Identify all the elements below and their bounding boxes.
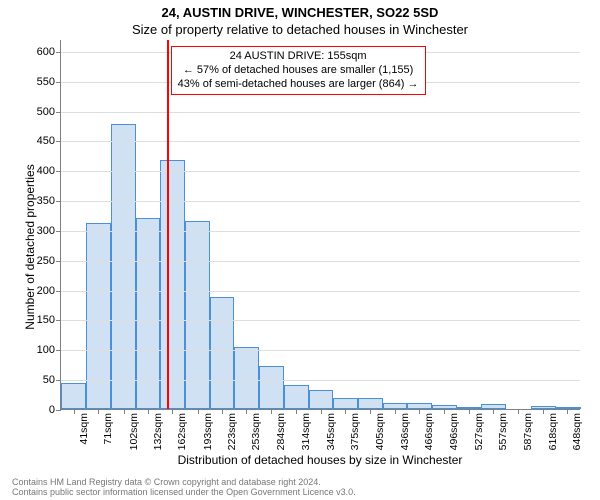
gridline [61, 261, 580, 262]
x-tick-mark [296, 409, 297, 414]
chart-title-line1: 24, AUSTIN DRIVE, WINCHESTER, SO22 5SD [0, 5, 600, 20]
x-tick-label: 618sqm [547, 413, 559, 450]
x-tick-label: 345sqm [325, 413, 337, 450]
annotation-box: 24 AUSTIN DRIVE: 155sqm ← 57% of detache… [171, 46, 426, 95]
chart-container: 24, AUSTIN DRIVE, WINCHESTER, SO22 5SD S… [0, 0, 600, 500]
x-tick-mark [321, 409, 322, 414]
x-tick-label: 314sqm [300, 413, 312, 450]
gridline [61, 112, 580, 113]
x-tick-mark [74, 409, 75, 414]
x-tick-mark [124, 409, 125, 414]
gridline [61, 380, 580, 381]
x-tick-label: 587sqm [522, 413, 534, 450]
x-tick-mark [543, 409, 544, 414]
gridline [61, 141, 580, 142]
x-tick-mark [469, 409, 470, 414]
x-axis-label: Distribution of detached houses by size … [60, 453, 580, 467]
x-tick-mark [419, 409, 420, 414]
y-tick-label: 350 [37, 195, 61, 207]
x-tick-mark [148, 409, 149, 414]
x-tick-label: 223sqm [226, 413, 238, 450]
y-tick-label: 0 [49, 404, 61, 416]
x-tick-label: 405sqm [374, 413, 386, 450]
x-tick-mark [172, 409, 173, 414]
annotation-line1: 24 AUSTIN DRIVE: 155sqm [178, 50, 419, 64]
x-tick-mark [98, 409, 99, 414]
x-tick-label: 162sqm [176, 413, 188, 450]
x-tick-mark [370, 409, 371, 414]
x-tick-label: 41sqm [78, 413, 90, 445]
gridline [61, 320, 580, 321]
y-tick-label: 600 [37, 46, 61, 58]
y-tick-label: 50 [43, 374, 61, 386]
x-tick-mark [198, 409, 199, 414]
y-tick-label: 250 [37, 255, 61, 267]
x-tick-mark [567, 409, 568, 414]
histogram-bar [333, 398, 357, 409]
y-axis-label: Number of detached properties [23, 67, 37, 427]
histogram-bar [61, 383, 86, 409]
footer-attribution: Contains HM Land Registry data © Crown c… [12, 478, 356, 498]
x-tick-label: 132sqm [152, 413, 164, 450]
x-tick-mark [222, 409, 223, 414]
x-tick-label: 466sqm [423, 413, 435, 450]
gridline [61, 201, 580, 202]
x-tick-label: 557sqm [497, 413, 509, 450]
histogram-bar [556, 407, 581, 409]
x-tick-label: 436sqm [399, 413, 411, 450]
y-tick-label: 150 [37, 314, 61, 326]
y-tick-label: 550 [37, 76, 61, 88]
y-tick-label: 300 [37, 225, 61, 237]
y-tick-label: 450 [37, 135, 61, 147]
y-tick-label: 200 [37, 285, 61, 297]
y-tick-label: 500 [37, 106, 61, 118]
gridline [61, 231, 580, 232]
histogram-bar [234, 347, 259, 409]
annotation-line3: 43% of semi-detached houses are larger (… [178, 78, 419, 92]
x-tick-label: 253sqm [250, 413, 262, 450]
chart-title-line2: Size of property relative to detached ho… [0, 22, 600, 37]
histogram-bar [284, 385, 309, 409]
histogram-bar [111, 124, 136, 409]
histogram-bar [358, 398, 383, 409]
x-tick-label: 375sqm [349, 413, 361, 450]
y-tick-label: 400 [37, 165, 61, 177]
x-tick-mark [271, 409, 272, 414]
histogram-bar [160, 160, 185, 409]
x-tick-mark [444, 409, 445, 414]
x-tick-label: 284sqm [275, 413, 287, 450]
histogram-bar [309, 390, 333, 409]
histogram-bar [259, 366, 283, 409]
x-tick-mark [493, 409, 494, 414]
gridline [61, 171, 580, 172]
x-tick-label: 496sqm [448, 413, 460, 450]
x-tick-label: 527sqm [473, 413, 485, 450]
x-tick-label: 648sqm [571, 413, 583, 450]
plot-area: 050100150200250300350400450500550600 24 … [60, 40, 580, 410]
x-tick-label: 193sqm [202, 413, 214, 450]
bars-layer [61, 40, 580, 409]
x-tick-mark [345, 409, 346, 414]
gridline [61, 291, 580, 292]
y-tick-label: 100 [37, 344, 61, 356]
x-tick-label: 71sqm [102, 413, 114, 445]
gridline [61, 350, 580, 351]
annotation-line2: ← 57% of detached houses are smaller (1,… [178, 64, 419, 78]
x-tick-mark [395, 409, 396, 414]
x-tick-mark [518, 409, 519, 414]
histogram-bar [210, 297, 234, 409]
x-tick-mark [246, 409, 247, 414]
x-tick-label: 102sqm [128, 413, 140, 450]
marker-line [167, 40, 169, 409]
footer-line2: Contains public sector information licen… [12, 488, 356, 498]
